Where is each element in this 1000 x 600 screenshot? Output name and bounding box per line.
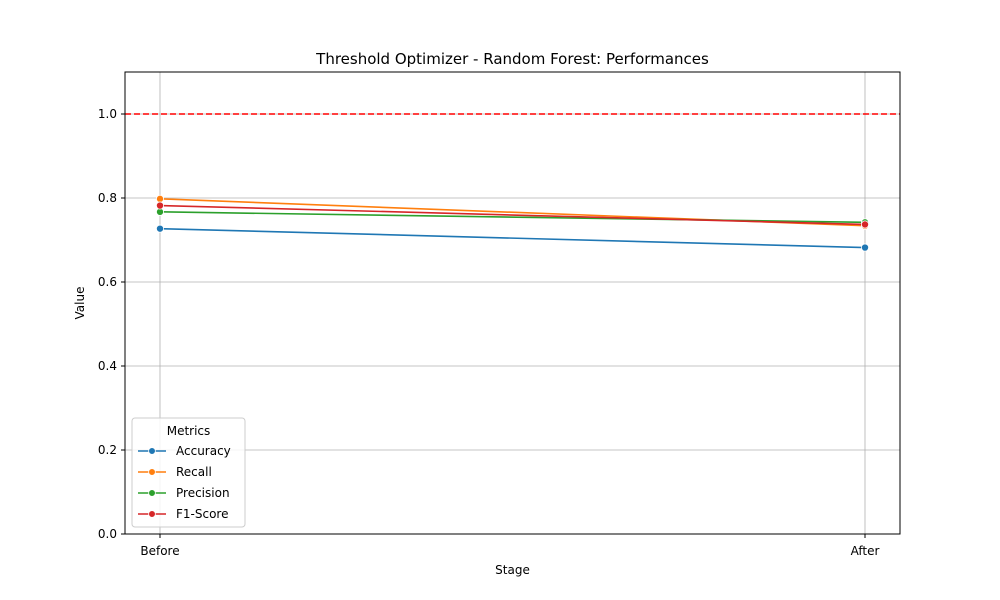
y-tick-label: 0.4: [98, 359, 117, 373]
y-tick-label: 0.6: [98, 275, 117, 289]
x-axis-label: Stage: [495, 563, 530, 577]
legend-marker-accuracy: [148, 447, 156, 455]
y-tick-label: 0.8: [98, 191, 117, 205]
legend: Metrics Accuracy Recall Precision F1-Score: [131, 417, 246, 528]
x-tick-label: After: [851, 544, 880, 558]
legend-label-recall: Recall: [176, 465, 212, 479]
y-tick-label: 0.2: [98, 443, 117, 457]
y-tick-label: 0.0: [98, 527, 117, 541]
legend-marker-precision: [148, 489, 156, 497]
data-point-f1-score: [155, 201, 164, 210]
x-tick-label: Before: [140, 544, 179, 558]
series-line-f1-score: [159, 204, 866, 226]
data-point-f1-score: [861, 220, 870, 229]
series-layer: [155, 194, 870, 252]
data-point-accuracy: [861, 243, 870, 252]
legend-marker-recall: [148, 468, 156, 476]
legend-box: [131, 417, 246, 528]
plot-area-frame: [124, 71, 901, 535]
legend-marker-f1-score: [148, 510, 156, 518]
y-tick-label: 1.0: [98, 107, 117, 121]
y-axis-label: Value: [73, 287, 87, 320]
legend-label-accuracy: Accuracy: [176, 444, 231, 458]
data-point-recall: [155, 194, 164, 203]
chart-title: Threshold Optimizer - Random Forest: Per…: [315, 50, 709, 68]
legend-entries: Accuracy Recall Precision F1-Score: [138, 444, 231, 521]
data-point-accuracy: [155, 224, 164, 233]
legend-title: Metrics: [167, 424, 211, 438]
series-line-accuracy: [159, 227, 866, 249]
legend-label-f1-score: F1-Score: [176, 507, 228, 521]
legend-label-precision: Precision: [176, 486, 230, 500]
axis-ticks: 0.0 0.2 0.4 0.6 0.8 1.0 Before After: [98, 107, 880, 558]
